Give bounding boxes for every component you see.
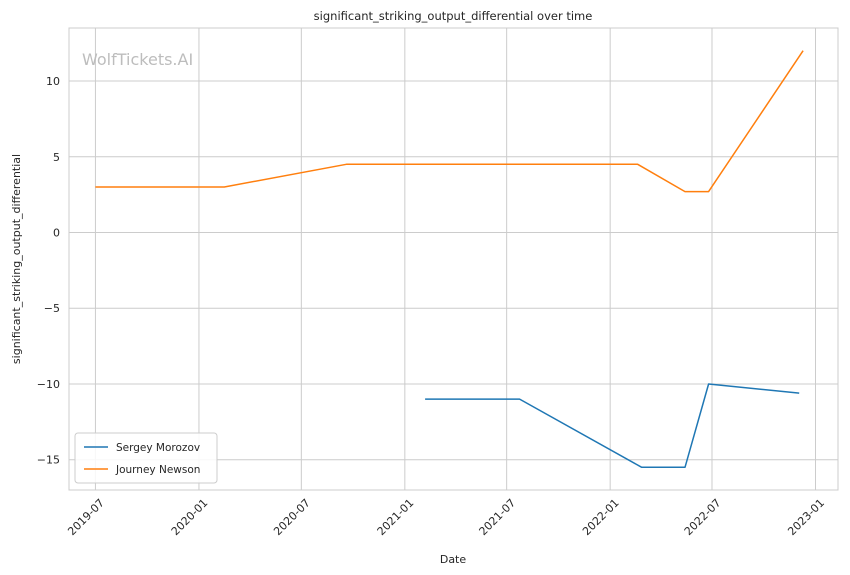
watermark-text: WolfTickets.AI bbox=[82, 50, 193, 69]
plot-frame bbox=[68, 27, 839, 491]
x-tick-label: 2019-07 bbox=[65, 496, 107, 538]
x-tick-label: 2022-01 bbox=[580, 496, 622, 538]
y-tick-label: 10 bbox=[46, 75, 60, 88]
series-lines bbox=[95, 50, 804, 469]
y-tick-label: 5 bbox=[53, 151, 60, 164]
y-tick-label: −5 bbox=[44, 302, 60, 315]
legend-box bbox=[74, 432, 218, 484]
series-line-journey-newson bbox=[95, 50, 804, 193]
y-axis-title: significant_striking_output_differential bbox=[10, 154, 23, 364]
y-tick-label: −15 bbox=[37, 454, 60, 467]
x-tick-label: 2021-07 bbox=[477, 496, 519, 538]
y-tick-label: 0 bbox=[53, 226, 60, 239]
y-tick-labels: 10 5 0 −5 −10 −15 bbox=[37, 75, 60, 467]
x-tick-label: 2022-07 bbox=[682, 496, 724, 538]
series-line-sergey-morozov bbox=[425, 383, 800, 469]
x-tick-label: 2021-01 bbox=[375, 496, 417, 538]
x-tick-labels: 2019-07 2020-01 2020-07 2021-01 2021-07 2022-… bbox=[65, 496, 827, 538]
x-tick-label: 2020-07 bbox=[271, 496, 313, 538]
x-axis-title: Date bbox=[440, 553, 467, 566]
x-tick-label: 2023-01 bbox=[785, 496, 827, 538]
legend: Sergey Morozov Journey Newson bbox=[74, 432, 218, 484]
legend-label-journey-newson: Journey Newson bbox=[115, 464, 200, 476]
chart-title: significant_striking_output_differential… bbox=[314, 9, 593, 23]
x-tick-label: 2020-01 bbox=[169, 496, 211, 538]
legend-label-sergey-morozov: Sergey Morozov bbox=[116, 442, 200, 454]
y-tick-label: −10 bbox=[37, 378, 60, 391]
grid-lines bbox=[69, 28, 838, 490]
